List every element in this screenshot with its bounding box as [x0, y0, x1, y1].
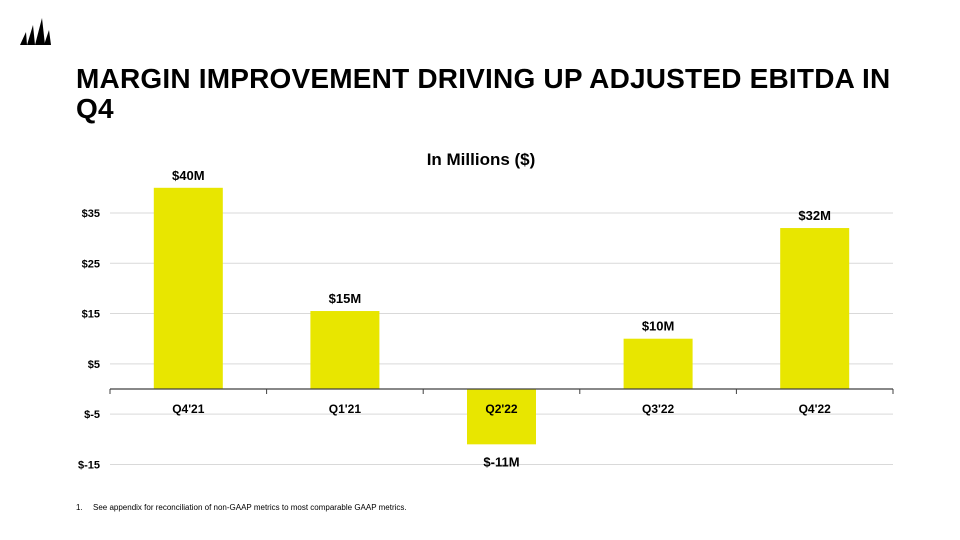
x-tick-label: Q4'21	[172, 402, 205, 416]
sails-logo-icon	[20, 18, 51, 45]
x-tick-label: Q3'22	[642, 402, 675, 416]
gridlines	[110, 212, 893, 465]
y-tick-label: $25	[82, 258, 100, 270]
x-tick-label: Q2'22	[485, 402, 518, 416]
data-label: $-11M	[483, 454, 519, 469]
bar	[780, 228, 850, 389]
x-axis: Q4'21 Q1'21 Q2'22 Q3'22 Q4'22	[109, 388, 894, 416]
data-label: $15M	[329, 291, 362, 306]
bar	[467, 389, 536, 445]
x-tick-label: Q4'22	[799, 402, 832, 416]
data-label: $10M	[642, 319, 675, 334]
y-tick-label: $-5	[84, 409, 100, 421]
data-label: $32M	[798, 208, 831, 223]
y-tick-label: $15	[82, 309, 100, 321]
data-label: $40M	[172, 168, 205, 183]
bar	[623, 338, 693, 389]
footnote-number: 1.	[76, 503, 83, 512]
bar	[153, 187, 223, 389]
footnote-text: See appendix for reconciliation of non-G…	[93, 503, 407, 512]
y-tick-label: $35	[82, 208, 100, 220]
footnote: 1. See appendix for reconciliation of non…	[76, 503, 407, 512]
bars	[153, 187, 850, 445]
bar	[310, 311, 380, 389]
y-tick-label: $-15	[78, 459, 100, 471]
y-axis-ticks: $35 $25 $15 $5 $-5 $-15	[78, 208, 100, 472]
y-tick-label: $5	[88, 359, 100, 371]
x-tick-label: Q1'21	[329, 402, 362, 416]
slide-title: MARGIN IMPROVEMENT DRIVING UP ADJUSTED E…	[76, 63, 891, 124]
data-labels: $40M $15M $-11M $10M $32M	[172, 168, 831, 470]
chart-title: In Millions ($)	[427, 150, 536, 169]
